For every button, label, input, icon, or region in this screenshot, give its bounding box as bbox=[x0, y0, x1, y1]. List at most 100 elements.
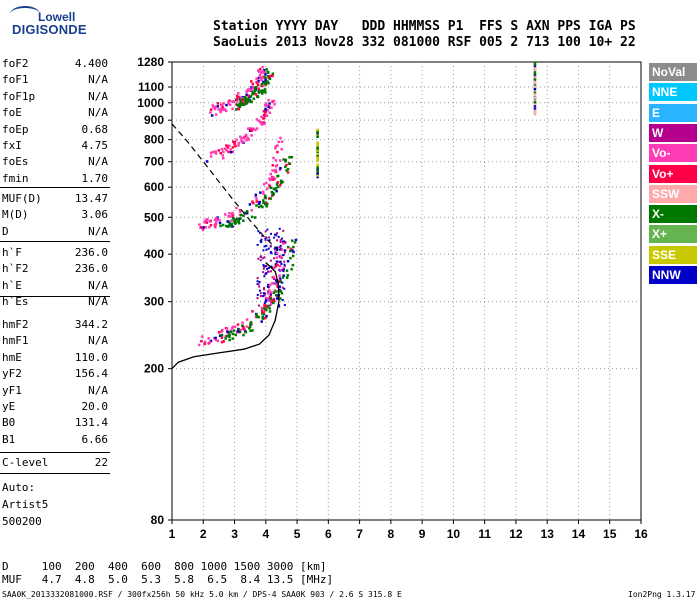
echo-point bbox=[262, 267, 265, 270]
echo-point bbox=[282, 274, 285, 277]
echo-point bbox=[283, 287, 286, 290]
echo-point bbox=[208, 220, 212, 223]
echo-point bbox=[264, 102, 268, 105]
echo-point bbox=[272, 275, 275, 279]
echo-point bbox=[264, 109, 267, 113]
echo-point bbox=[270, 106, 273, 109]
echo-point bbox=[274, 145, 278, 148]
echo-point bbox=[235, 103, 239, 107]
echo-point bbox=[242, 325, 245, 329]
param-separator bbox=[0, 187, 110, 188]
echo-point bbox=[272, 192, 276, 196]
legend-item: X- bbox=[649, 205, 697, 224]
param-row: foE N/A bbox=[2, 106, 108, 122]
echo-point bbox=[228, 330, 231, 334]
echo-point bbox=[247, 326, 251, 330]
param-row: foF1 N/A bbox=[2, 73, 108, 89]
echo-point bbox=[258, 281, 261, 284]
echo-point bbox=[229, 148, 232, 151]
echo-point bbox=[251, 91, 255, 94]
echo-point bbox=[279, 268, 282, 272]
echo-point bbox=[276, 246, 279, 249]
echo-point bbox=[267, 105, 270, 109]
echo-point bbox=[273, 236, 276, 239]
param-name: yF2 bbox=[2, 367, 22, 381]
echo-point bbox=[232, 329, 236, 332]
echo-point bbox=[237, 141, 240, 145]
param-value: 3.06 bbox=[81, 208, 109, 222]
echo-point bbox=[265, 114, 269, 117]
echo-point bbox=[274, 248, 277, 251]
echo-point bbox=[284, 251, 287, 254]
echo-point bbox=[233, 218, 237, 222]
echo-point bbox=[246, 89, 250, 93]
echo-point bbox=[250, 80, 253, 83]
echo-point bbox=[239, 213, 243, 217]
echo-point bbox=[278, 168, 282, 172]
echo-point bbox=[273, 188, 277, 191]
x-tick-label: 8 bbox=[388, 527, 395, 541]
echo-point bbox=[275, 183, 279, 186]
echo-point bbox=[255, 204, 258, 207]
echo-point bbox=[231, 326, 234, 330]
echo-point bbox=[533, 113, 537, 116]
echo-point bbox=[231, 146, 235, 149]
autoscale-artist: Artist5 bbox=[2, 498, 49, 511]
echo-point bbox=[260, 76, 264, 80]
echo-point bbox=[281, 281, 284, 284]
legend-item: SSW bbox=[649, 184, 697, 203]
echo-point bbox=[533, 109, 537, 113]
echo-point bbox=[260, 238, 263, 241]
echo-point bbox=[222, 150, 225, 154]
echo-point bbox=[274, 168, 277, 172]
echo-point bbox=[280, 292, 284, 295]
autoscale-code: 500200 bbox=[2, 515, 42, 528]
param-row: C-level 22 bbox=[2, 456, 108, 472]
echo-point bbox=[257, 89, 260, 93]
echo-point bbox=[273, 266, 276, 270]
echo-point bbox=[264, 298, 267, 301]
param-name: foEp bbox=[2, 122, 29, 136]
echo-point bbox=[265, 244, 268, 247]
param-row: hmF1 N/A bbox=[2, 334, 108, 350]
echo-point bbox=[264, 80, 267, 84]
param-value: N/A bbox=[88, 295, 108, 309]
echo-point bbox=[264, 296, 268, 300]
echo-point bbox=[260, 312, 264, 315]
echo-point bbox=[277, 235, 280, 238]
echo-point bbox=[277, 140, 280, 144]
echo-point bbox=[316, 156, 319, 160]
echo-point bbox=[316, 145, 319, 148]
echo-point bbox=[203, 219, 207, 223]
echo-point bbox=[274, 251, 277, 254]
echo-point bbox=[286, 259, 290, 263]
echo-point bbox=[263, 103, 267, 107]
echo-point bbox=[288, 155, 291, 159]
echo-point bbox=[271, 74, 274, 78]
echo-point bbox=[282, 158, 285, 161]
y-tick-label: 80 bbox=[151, 513, 165, 527]
echo-point bbox=[279, 280, 282, 283]
echo-point bbox=[533, 63, 537, 66]
echo-point bbox=[248, 203, 252, 206]
echo-point bbox=[228, 144, 231, 148]
echo-point bbox=[231, 325, 235, 329]
echo-point bbox=[271, 169, 274, 172]
echo-point bbox=[238, 98, 242, 101]
echo-point bbox=[533, 96, 537, 99]
echo-point bbox=[262, 75, 265, 79]
echo-point bbox=[208, 225, 211, 229]
echo-point bbox=[259, 191, 262, 194]
echo-point bbox=[242, 103, 246, 107]
software-version: Ion2Png 1.3.17 bbox=[628, 590, 696, 599]
param-row: fmin 1.70 bbox=[2, 172, 108, 188]
echo-point bbox=[245, 93, 248, 97]
echo-point bbox=[258, 285, 261, 288]
echo-point bbox=[274, 265, 277, 268]
y-tick-label: 500 bbox=[144, 210, 164, 224]
echo-point bbox=[316, 147, 319, 150]
echo-point bbox=[316, 131, 319, 134]
echo-point bbox=[286, 171, 290, 174]
echo-point bbox=[290, 267, 293, 271]
echo-point bbox=[264, 194, 267, 198]
